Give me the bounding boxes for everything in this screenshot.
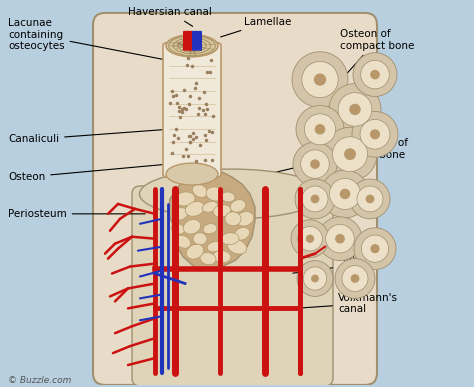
Circle shape [321, 170, 369, 218]
Ellipse shape [206, 187, 224, 201]
Circle shape [301, 150, 329, 178]
Circle shape [332, 137, 367, 171]
Ellipse shape [213, 205, 231, 217]
FancyBboxPatch shape [93, 13, 377, 385]
Circle shape [352, 111, 398, 157]
Circle shape [361, 235, 389, 262]
Ellipse shape [207, 241, 223, 252]
Circle shape [318, 217, 362, 260]
Circle shape [365, 195, 374, 203]
Circle shape [297, 260, 333, 296]
Circle shape [344, 148, 356, 160]
Circle shape [296, 105, 344, 153]
Circle shape [342, 265, 368, 291]
Circle shape [302, 62, 338, 98]
Circle shape [302, 186, 328, 212]
Ellipse shape [236, 212, 254, 226]
Polygon shape [168, 171, 255, 269]
Circle shape [315, 124, 325, 135]
FancyBboxPatch shape [132, 186, 333, 386]
Circle shape [314, 74, 326, 86]
Ellipse shape [213, 251, 231, 263]
Ellipse shape [183, 219, 201, 234]
Text: Canaliculi: Canaliculi [8, 130, 165, 144]
Circle shape [304, 114, 336, 145]
Circle shape [329, 178, 361, 209]
Ellipse shape [166, 35, 218, 57]
Ellipse shape [221, 192, 235, 202]
Circle shape [350, 179, 390, 219]
Circle shape [306, 235, 314, 243]
FancyBboxPatch shape [183, 31, 193, 51]
Ellipse shape [221, 233, 239, 245]
Circle shape [311, 274, 319, 283]
Ellipse shape [172, 208, 188, 220]
Text: Haversian canal: Haversian canal [128, 7, 212, 26]
Circle shape [360, 120, 390, 149]
Circle shape [329, 84, 381, 135]
Ellipse shape [171, 224, 185, 234]
Circle shape [357, 186, 383, 212]
Circle shape [335, 234, 345, 243]
Text: Osteon: Osteon [8, 164, 165, 182]
Circle shape [310, 195, 319, 203]
Ellipse shape [186, 244, 203, 259]
Circle shape [338, 92, 372, 126]
Circle shape [361, 60, 389, 89]
Text: Trabeculae of
spongy bone: Trabeculae of spongy bone [271, 139, 408, 173]
Ellipse shape [203, 224, 217, 234]
Ellipse shape [139, 169, 325, 219]
Circle shape [303, 267, 327, 290]
Circle shape [310, 159, 320, 169]
Ellipse shape [193, 233, 207, 245]
Circle shape [292, 52, 348, 108]
Text: Haversian
canal: Haversian canal [293, 253, 391, 274]
Ellipse shape [166, 163, 218, 185]
Circle shape [340, 189, 350, 199]
Circle shape [370, 70, 380, 79]
Ellipse shape [175, 192, 195, 206]
Ellipse shape [192, 185, 208, 197]
Text: Lacunae
containing
osteocytes: Lacunae containing osteocytes [8, 18, 172, 61]
Circle shape [370, 129, 380, 139]
Circle shape [293, 142, 337, 186]
Text: © Buzzle.com: © Buzzle.com [8, 376, 72, 385]
Circle shape [298, 226, 322, 251]
Circle shape [335, 259, 375, 298]
Ellipse shape [234, 227, 250, 240]
Circle shape [295, 179, 335, 219]
Circle shape [291, 220, 329, 258]
Circle shape [326, 224, 354, 253]
Ellipse shape [200, 253, 216, 265]
Text: Periosteum: Periosteum [8, 209, 145, 219]
Circle shape [353, 53, 397, 96]
Circle shape [349, 104, 361, 115]
Ellipse shape [202, 202, 218, 212]
Text: Lamellae: Lamellae [221, 17, 292, 37]
Text: Osteon of
compact bone: Osteon of compact bone [330, 29, 414, 92]
Circle shape [370, 244, 380, 253]
Text: Volkmann's
canal: Volkmann's canal [298, 293, 398, 314]
Ellipse shape [228, 239, 246, 254]
FancyBboxPatch shape [163, 43, 221, 177]
Circle shape [354, 228, 396, 270]
Circle shape [323, 127, 377, 181]
Ellipse shape [185, 202, 205, 216]
Circle shape [351, 274, 359, 283]
Ellipse shape [225, 212, 241, 226]
Ellipse shape [175, 235, 191, 248]
Ellipse shape [230, 200, 246, 212]
FancyBboxPatch shape [192, 31, 202, 51]
